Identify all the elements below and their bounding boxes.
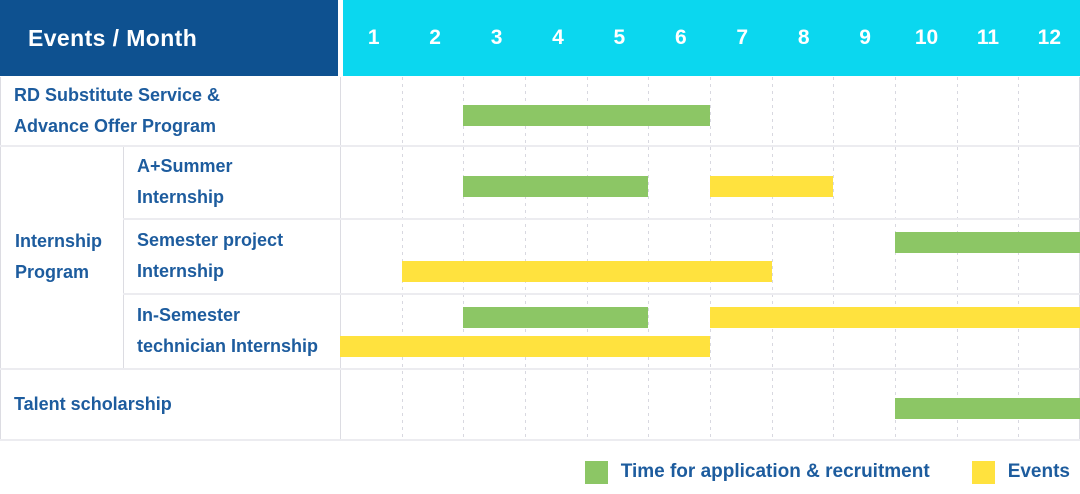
gantt-bar-green (463, 105, 710, 126)
corner-header: Events / Month (0, 0, 338, 76)
gantt-row-label-text: In-Semester technician Internship (137, 305, 319, 356)
gantt-row-label-text: Talent scholarship (14, 394, 172, 415)
legend-item: Time for application & recruitment (584, 460, 930, 484)
gantt-row-label: Semester project Internship (123, 219, 340, 293)
gantt-bar-yellow (340, 336, 710, 357)
legend-swatch-green (584, 460, 608, 484)
month-header-cell: 1 (367, 26, 380, 49)
gantt-row-label-text: A+Summer Internship (137, 156, 233, 207)
gantt-row-label-text: RD Substitute Service & Advance Offer Pr… (14, 85, 221, 136)
gantt-row-label: A+Summer Internship (123, 146, 340, 218)
grid-hline-row (0, 368, 1080, 370)
legend-label: Time for application & recruitment (620, 461, 930, 482)
table-border-left (0, 77, 1, 440)
month-header-cell: 3 (490, 26, 503, 49)
month-header-cell: 11 (976, 26, 1000, 49)
grid-vline-month (587, 77, 588, 440)
gantt-row-label: In-Semester technician Internship (123, 294, 340, 368)
grid-hline-row (123, 293, 1080, 295)
grid-vline-month (525, 77, 526, 440)
grid-vline-month (463, 77, 464, 440)
legend-item: Events (971, 460, 1070, 484)
month-header-cell: 12 (1037, 26, 1062, 49)
legend-swatch-yellow (971, 460, 995, 484)
grid-vline-month (833, 77, 834, 440)
grid-vline-month (957, 77, 958, 440)
grid-vline-sublabel-divider (123, 146, 124, 369)
table-border-bottom (0, 439, 1080, 441)
gantt-bar-yellow (710, 176, 834, 197)
gantt-row-label: Talent scholarship (0, 369, 340, 440)
legend-label: Events (1007, 461, 1070, 482)
month-header-cell: 8 (797, 26, 810, 49)
gantt-bar-green (895, 232, 1080, 253)
grid-vline-months-divider (340, 77, 341, 440)
gantt-row-label-text: Semester project Internship (137, 230, 284, 281)
month-header-cell: 10 (914, 26, 939, 49)
grid-vline-month (710, 77, 711, 440)
group-cell-label: Internship Program (15, 231, 103, 282)
month-header-cell: 5 (613, 26, 626, 49)
grid-vline-month (402, 77, 403, 440)
gantt-bar-yellow (710, 307, 1080, 328)
gantt-bar-green (895, 398, 1080, 419)
gantt-bar-yellow (401, 261, 772, 282)
gantt-bar-green (463, 176, 649, 197)
grid-hline-row (123, 218, 1080, 220)
grid-vline-month (648, 77, 649, 440)
grid-vline-month (1018, 77, 1019, 440)
corner-header-label: Events / Month (28, 24, 198, 51)
gantt-row-label: RD Substitute Service & Advance Offer Pr… (0, 77, 340, 145)
month-header-cell: 9 (859, 26, 871, 49)
month-header-cell: 6 (674, 26, 687, 49)
grid-vline-month (895, 77, 896, 440)
month-header-cell: 4 (552, 26, 564, 49)
grid-vline-month (772, 77, 773, 440)
month-header-cell: 7 (736, 26, 749, 49)
group-cell: Internship Program (0, 146, 123, 368)
legend: Time for application & recruitment Events (0, 450, 1070, 494)
gantt-bar-green (463, 307, 649, 328)
month-header-cell: 2 (429, 26, 441, 49)
grid-hline-row (0, 145, 1080, 147)
month-header-bar: 1 2 3 4 5 6 7 8 9 10 11 12 (343, 0, 1080, 76)
